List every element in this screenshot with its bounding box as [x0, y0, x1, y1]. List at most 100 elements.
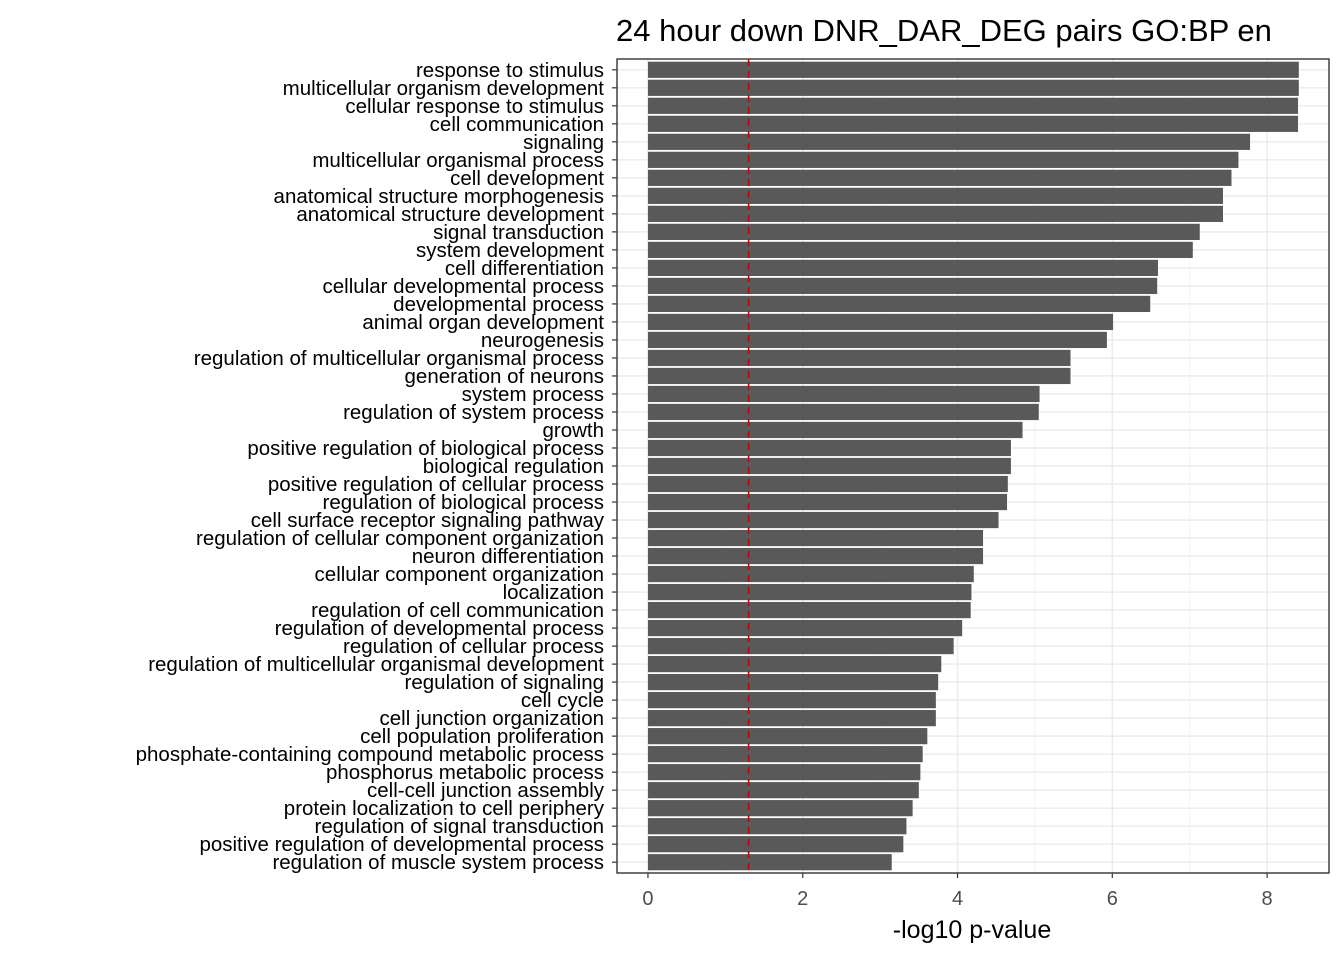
y-tick-label: cell development	[450, 167, 604, 190]
bar	[647, 637, 954, 655]
bar	[647, 854, 892, 871]
y-tick-label: protein localization to cell periphery	[284, 797, 605, 820]
y-tick-label: animal organ development	[362, 311, 604, 334]
y-tick-label: regulation of muscle system process	[272, 851, 604, 874]
chart-title: 24 hour down DNR_DAR_DEG pairs GO:BP en	[616, 13, 1272, 48]
bar	[647, 97, 1299, 114]
y-tick-label: generation of neurons	[405, 365, 604, 388]
bar	[647, 349, 1071, 367]
bar	[647, 511, 999, 529]
bars	[647, 61, 1299, 871]
bar	[647, 331, 1107, 349]
bar	[647, 800, 913, 817]
bar	[647, 169, 1232, 186]
bar	[647, 764, 921, 781]
y-tick-label: cellular developmental process	[323, 275, 604, 298]
bar	[647, 565, 974, 583]
bar	[647, 710, 936, 727]
y-tick-label: anatomical structure development	[296, 203, 604, 226]
y-tick-label: system development	[416, 239, 604, 262]
y-tick-label: positive regulation of biological proces…	[247, 437, 604, 460]
bar	[647, 421, 1023, 439]
bar	[647, 403, 1039, 421]
bar	[647, 529, 984, 547]
y-tick-label: cell junction organization	[380, 707, 605, 730]
bar	[647, 187, 1223, 204]
y-tick-label: regulation of biological process	[323, 491, 604, 514]
x-tick-label: 0	[642, 888, 653, 910]
bar	[647, 583, 972, 601]
y-tick-label: regulation of developmental process	[275, 617, 604, 640]
y-tick-label: regulation of multicellular organismal p…	[194, 347, 604, 370]
bar	[647, 782, 919, 799]
x-axis-title: -log10 p-value	[893, 916, 1051, 944]
y-tick-label: cell surface receptor signaling pathway	[251, 509, 605, 532]
bar	[647, 313, 1114, 331]
bar	[647, 746, 923, 763]
y-tick-label: regulation of cellular component organiz…	[196, 527, 604, 550]
bar	[647, 692, 936, 709]
y-tick-label: growth	[542, 419, 604, 442]
bar	[647, 277, 1158, 295]
bar	[647, 151, 1239, 168]
y-tick-label: cellular response to stimulus	[345, 95, 604, 118]
bar	[647, 259, 1158, 277]
bar	[647, 439, 1011, 457]
bar	[647, 674, 939, 691]
bar	[647, 818, 907, 835]
bar	[647, 457, 1011, 475]
bar	[647, 61, 1299, 78]
y-tick-label: regulation of signaling	[405, 671, 604, 694]
x-axis: 0 2 4 6 8	[642, 873, 1273, 910]
y-tick-label: phosphorus metabolic process	[326, 761, 604, 784]
y-tick-label: anatomical structure morphogenesis	[274, 185, 604, 208]
bar	[647, 367, 1071, 385]
y-tick-label: cell population proliferation	[360, 725, 604, 748]
y-tick-label: cell differentiation	[445, 257, 604, 280]
bar	[647, 205, 1223, 222]
y-tick-label: signal transduction	[433, 221, 604, 244]
y-tick-label: positive regulation of developmental pro…	[199, 833, 604, 856]
bar	[647, 601, 971, 619]
y-tick-label: cellular component organization	[315, 563, 604, 586]
bar	[647, 115, 1299, 132]
bar	[647, 385, 1040, 403]
y-tick-label: developmental process	[393, 293, 604, 316]
bar	[647, 619, 963, 637]
y-tick-label: regulation of multicellular organismal d…	[148, 653, 604, 676]
bar	[647, 836, 904, 853]
y-tick-label: multicellular organism development	[283, 77, 605, 100]
y-tick-label: cell communication	[430, 113, 604, 136]
bar	[647, 295, 1151, 313]
y-tick-label: response to stimulus	[416, 59, 604, 82]
y-tick-label: biological regulation	[423, 455, 604, 478]
bar	[647, 241, 1193, 258]
y-tick-label: regulation of cell communication	[311, 599, 604, 622]
y-tick-label: multicellular organismal process	[312, 149, 604, 172]
y-tick-label: regulation of system process	[343, 401, 604, 424]
x-tick-label: 2	[797, 888, 808, 910]
x-tick-label: 6	[1107, 888, 1118, 910]
y-tick-label: neuron differentiation	[412, 545, 604, 568]
y-tick-label: system process	[462, 383, 604, 406]
x-tick-label: 4	[952, 888, 963, 910]
y-tick-label: phosphate-containing compound metabolic …	[136, 743, 604, 766]
bar	[647, 728, 928, 745]
y-tick-label: neurogenesis	[481, 329, 604, 352]
bar	[647, 79, 1299, 96]
y-tick-label: cell cycle	[521, 689, 604, 712]
y-tick-label: regulation of signal transduction	[315, 815, 604, 838]
x-tick-label: 8	[1262, 888, 1273, 910]
bar	[647, 133, 1251, 150]
bar	[647, 493, 1008, 511]
y-tick-label: signaling	[523, 131, 604, 154]
y-tick-label: regulation of cellular process	[343, 635, 604, 658]
y-tick-label: cell-cell junction assembly	[367, 779, 605, 802]
bar	[647, 655, 942, 673]
bar	[647, 475, 1008, 493]
y-tick-label: positive regulation of cellular process	[268, 473, 604, 496]
bar	[647, 223, 1200, 240]
